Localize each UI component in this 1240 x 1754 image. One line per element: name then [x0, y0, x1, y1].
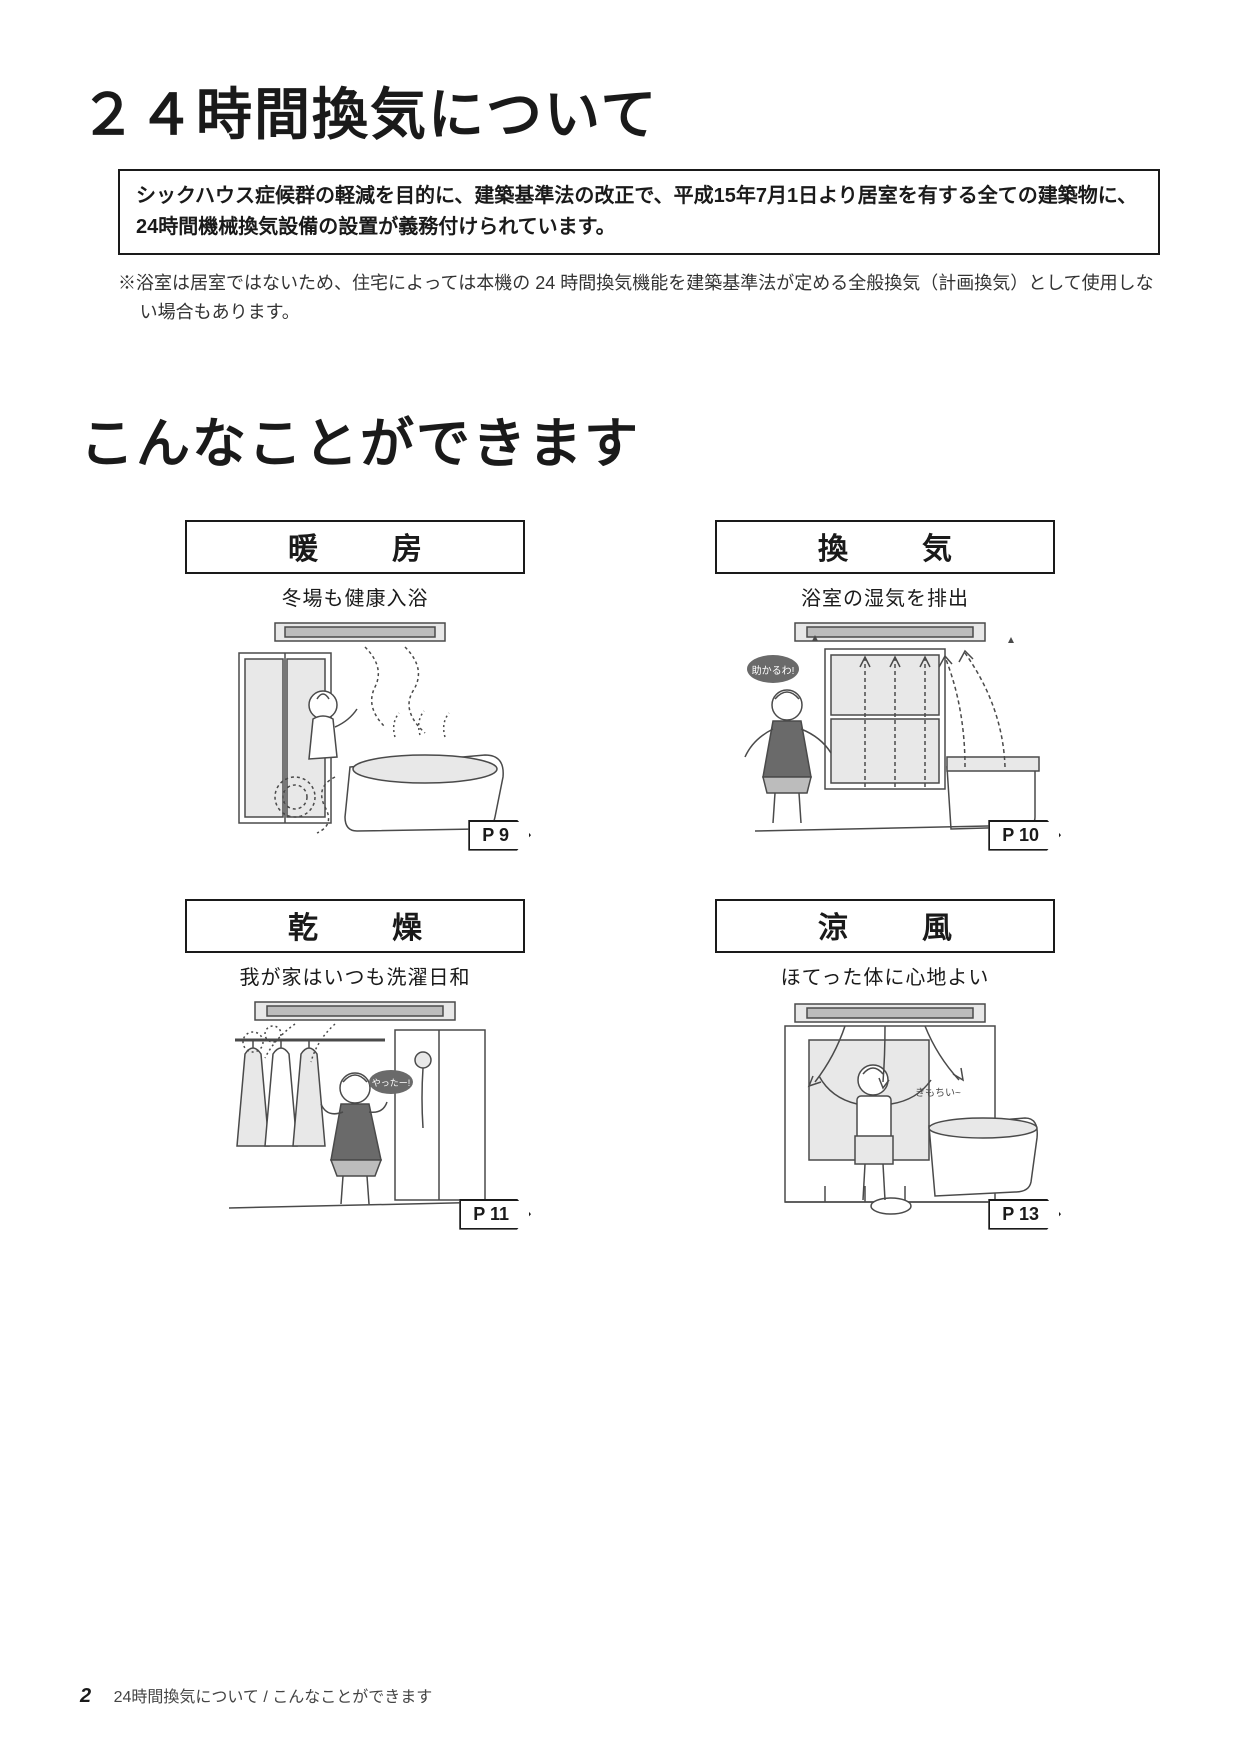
- feature-heating: 暖 房 冬場も健康入浴: [185, 520, 525, 847]
- illustration-wrap: きもちい~ P 13: [715, 996, 1055, 1226]
- illustration-wrap: P 9: [185, 617, 525, 847]
- feature-ventilation: 換 気 浴室の湿気を排出: [715, 520, 1055, 847]
- page-ref-tag: P 10: [988, 820, 1061, 851]
- info-box: シックハウス症候群の軽減を目的に、建築基準法の改正で、平成15年7月1日より居室…: [118, 169, 1160, 255]
- svg-text:助かるわ!: 助かるわ!: [752, 664, 795, 677]
- feature-drying: 乾 燥 我が家はいつも洗濯日和: [185, 899, 525, 1226]
- illustration-wrap: やったー! P 11: [185, 996, 525, 1226]
- feature-title: 換 気: [715, 520, 1055, 574]
- feature-grid: 暖 房 冬場も健康入浴: [80, 520, 1160, 1226]
- heating-illustration: [185, 617, 525, 847]
- ventilation-illustration: 助かるわ!: [715, 617, 1055, 847]
- section1-heading: ２４時間換気について: [80, 70, 1160, 151]
- coolbreeze-illustration: きもちい~: [715, 996, 1055, 1226]
- drying-illustration: やったー!: [185, 996, 525, 1226]
- feature-subtitle: ほてった体に心地よい: [715, 961, 1055, 990]
- feature-title: 乾 燥: [185, 899, 525, 953]
- feature-subtitle: 冬場も健康入浴: [185, 582, 525, 611]
- feature-title: 涼 風: [715, 899, 1055, 953]
- page-ref-tag: P 13: [988, 1199, 1061, 1230]
- svg-text:きもちい~: きもちい~: [915, 1087, 961, 1099]
- section2-heading: こんなことができます: [80, 399, 1160, 478]
- feature-title: 暖 房: [185, 520, 525, 574]
- page-number: 2: [80, 1685, 91, 1707]
- feature-coolbreeze: 涼 風 ほてった体に心地よい: [715, 899, 1055, 1226]
- feature-subtitle: 我が家はいつも洗濯日和: [185, 961, 525, 990]
- footer-caption: 24時間換気について / こんなことができます: [114, 1689, 433, 1706]
- feature-subtitle: 浴室の湿気を排出: [715, 582, 1055, 611]
- svg-text:やったー!: やったー!: [372, 1078, 411, 1088]
- page-ref-tag: P 11: [459, 1199, 531, 1230]
- page-footer: 2 24時間換気について / こんなことができます: [80, 1683, 432, 1708]
- illustration-wrap: 助かるわ! P 10: [715, 617, 1055, 847]
- note-text: ※浴室は居室ではないため、住宅によっては本機の 24 時間換気機能を建築基準法が…: [118, 269, 1160, 327]
